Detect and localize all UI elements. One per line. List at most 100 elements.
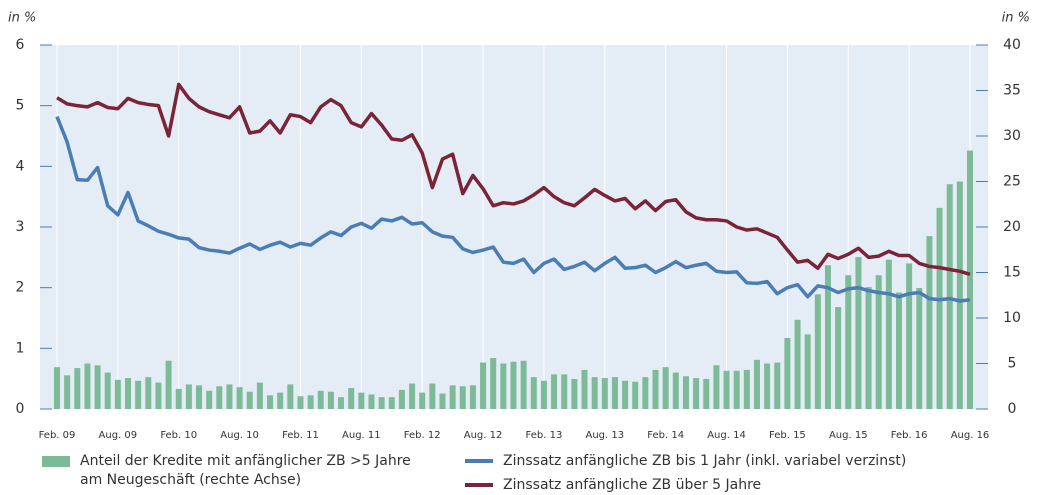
bar [165, 360, 172, 409]
bar [713, 365, 720, 409]
bar [307, 395, 314, 409]
bar [520, 360, 527, 409]
bar [804, 334, 811, 409]
bar [693, 378, 700, 409]
bar [875, 275, 882, 409]
x-tick-label: Aug. 10 [220, 430, 259, 441]
y-tick-label: 4 [16, 158, 25, 174]
bar [510, 361, 517, 409]
bar [196, 385, 203, 409]
bar [317, 390, 324, 409]
legend-swatch [42, 456, 70, 467]
bar [388, 397, 395, 409]
line [55, 115, 971, 303]
x-tick-label: Feb. 12 [404, 430, 441, 441]
legend-label: Zinssatz anfängliche ZB bis 1 Jahr (inkl… [503, 453, 907, 469]
x-tick-label: Feb. 14 [647, 430, 684, 441]
bar [94, 365, 101, 409]
bar [500, 363, 507, 409]
bar [368, 394, 375, 409]
x-tick-label: Aug. 12 [464, 430, 503, 441]
y-tick-label: 6 [16, 37, 25, 53]
line [56, 82, 971, 276]
bar [703, 378, 710, 409]
legend-label: Anteil der Kredite mit anfänglicher ZB >… [80, 453, 411, 488]
bar [723, 370, 730, 409]
y-tick-label: 5 [16, 98, 25, 114]
bar [824, 265, 831, 409]
bar [135, 380, 142, 409]
bar [611, 377, 618, 409]
y2-tick-label: 20 [1003, 219, 1021, 235]
x-tick-label: Aug. 13 [585, 430, 624, 441]
bar [338, 397, 345, 409]
y2-axis-label: in % [1002, 11, 1030, 26]
bar [327, 391, 334, 409]
x-tick-label: Feb. 11 [282, 430, 319, 441]
bar [967, 150, 973, 409]
legend-swatch [465, 459, 493, 463]
bar [530, 377, 537, 409]
bar [358, 392, 365, 409]
bar [409, 383, 416, 409]
bar [206, 390, 213, 409]
x-tick-label: Feb. 13 [526, 430, 563, 441]
bar [246, 391, 253, 409]
bar [946, 184, 953, 409]
bar [287, 384, 294, 409]
bar [895, 292, 902, 409]
bar [185, 384, 192, 409]
bar [348, 388, 355, 409]
bar [672, 372, 679, 409]
x-tick-label: Feb. 10 [160, 430, 197, 441]
x-tick-label: Aug. 14 [707, 430, 746, 441]
bar [64, 375, 71, 409]
x-tick-label: Feb. 15 [769, 430, 806, 441]
legend-label: Zinssatz anfängliche ZB über 5 Jahre [503, 477, 762, 493]
bar [601, 378, 608, 409]
bar [145, 377, 152, 409]
legend-swatch [465, 483, 493, 487]
bar [125, 378, 132, 409]
bar [419, 392, 426, 409]
bar [540, 380, 547, 409]
bar [74, 368, 81, 409]
bar [855, 257, 862, 409]
bar [632, 381, 639, 409]
bar [256, 382, 263, 409]
bar [794, 319, 801, 409]
bar [54, 367, 60, 409]
bar [104, 372, 111, 409]
y2-tick-label: 40 [1003, 37, 1021, 53]
x-tick-label: Feb. 16 [891, 430, 928, 441]
bar [753, 359, 760, 409]
bar [216, 386, 223, 409]
y-tick-label: 1 [16, 340, 25, 356]
y-tick-label: 3 [16, 219, 25, 235]
bar [784, 338, 791, 409]
bar [916, 287, 923, 409]
y-tick-label: 0 [16, 401, 25, 417]
bar [571, 378, 578, 409]
bar [267, 395, 274, 409]
x-tick-label: Aug. 11 [342, 430, 381, 441]
bar [155, 382, 162, 409]
bar [429, 383, 436, 409]
bar [743, 369, 750, 409]
chart: in % in % Feb. 09 Aug. 09 Feb. 10 Aug. 10 Fe… [8, 11, 1030, 442]
bar [84, 363, 91, 409]
y2-tick-label: 5 [1008, 356, 1017, 372]
bar [398, 389, 405, 409]
bar [459, 386, 466, 409]
y-axis-label: in % [8, 11, 36, 26]
x-tick-label: Aug. 15 [829, 430, 868, 441]
y2-tick-label: 30 [1003, 128, 1021, 144]
x-tick-label: Feb. 09 [39, 430, 76, 441]
bar [885, 259, 892, 409]
x-tick-label: Aug. 16 [951, 430, 990, 441]
y2-tick-label: 25 [1003, 174, 1021, 190]
bar [469, 385, 476, 409]
bar [449, 385, 456, 409]
bar [662, 367, 669, 409]
